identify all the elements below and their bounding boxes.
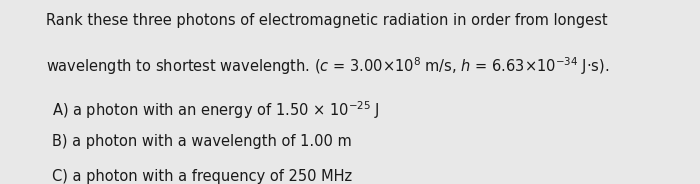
Text: B) a photon with a wavelength of 1.00 m: B) a photon with a wavelength of 1.00 m [52,134,352,149]
Text: A) a photon with an energy of 1.50 × 10$^{-25}$ J: A) a photon with an energy of 1.50 × 10$… [52,99,380,121]
Text: wavelength to shortest wavelength. ($c$ = 3.00×10$^{8}$ m/s, $h$ = 6.63×10$^{-34: wavelength to shortest wavelength. ($c$ … [46,55,609,77]
Text: C) a photon with a frequency of 250 MHz: C) a photon with a frequency of 250 MHz [52,169,353,184]
Text: Rank these three photons of electromagnetic radiation in order from longest: Rank these three photons of electromagne… [46,13,607,28]
